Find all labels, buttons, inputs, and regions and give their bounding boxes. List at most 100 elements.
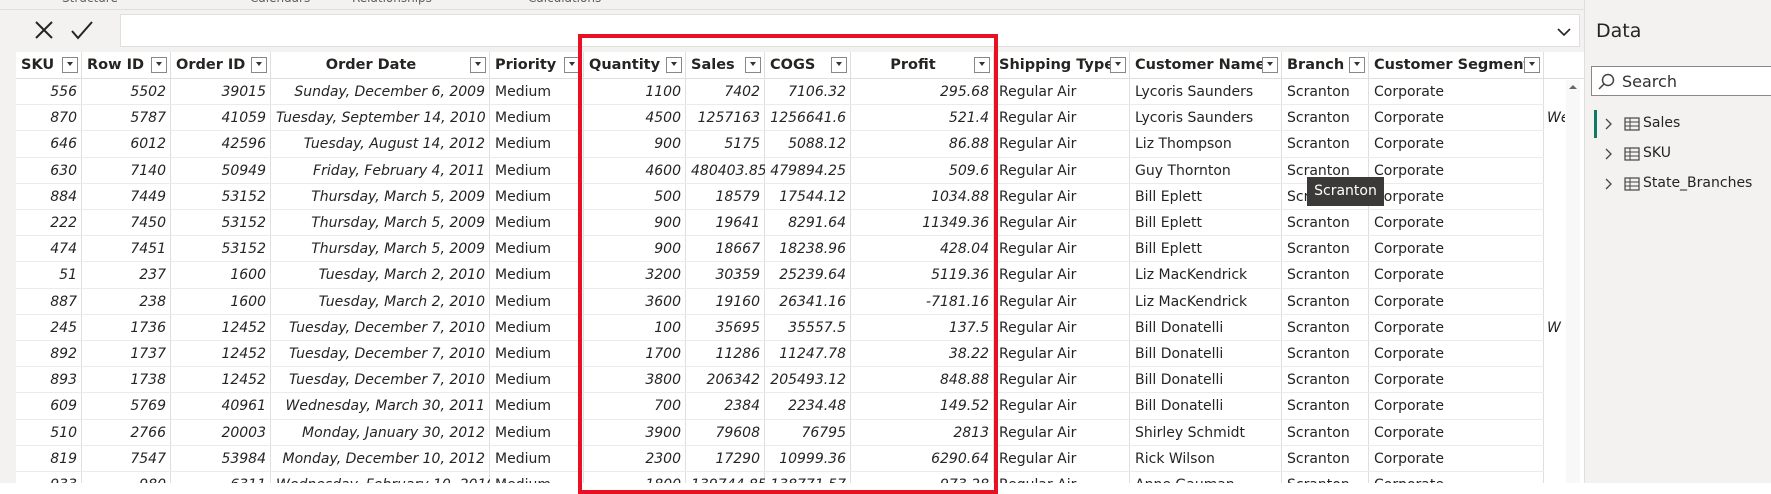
table-cell: Corporate [1374,188,1444,205]
filter-button[interactable] [666,57,682,73]
row-divider [0,366,1544,368]
table-cell: 11286 [715,346,760,362]
column-header[interactable]: Order ID [171,52,271,79]
expand-chevron[interactable] [1556,26,1572,38]
filter-button[interactable] [151,57,167,73]
table-cell: 35557.5 [788,319,846,336]
formula-buttons[interactable] [28,18,98,44]
table-cell: 6012 [130,136,166,153]
table-item[interactable]: SKU [1585,140,1771,168]
column-header[interactable]: Priority [490,52,584,79]
search-box[interactable]: Search [1591,66,1771,96]
column-header[interactable]: Row ID [82,52,171,79]
table-cell: 510 [50,424,77,441]
row-divider [0,235,1544,237]
table-cell: Corporate [1374,241,1444,258]
filter-button[interactable] [831,57,847,73]
table-cell: Wednesday, February 10, 2010 [271,472,490,483]
table-cell: 149.52 [940,398,989,415]
filter-button[interactable] [1110,57,1126,73]
table-cell: Medium [495,398,551,415]
ribbon-label: Structure [62,0,118,5]
table-item[interactable]: State_Branches [1585,170,1771,198]
table-cell: 4500 [645,110,681,127]
column-header[interactable]: Customer Segment [1369,52,1544,79]
table-cell: 7547 [130,450,166,467]
table-cell: 2300 [645,450,681,467]
table-cell: 12452 [221,346,266,362]
scroll-up[interactable] [1567,82,1579,92]
selected-indicator [1594,110,1597,138]
table-cell: Regular Air [999,450,1077,467]
table-cell: 25239.64 [779,267,846,284]
row-divider [0,313,1544,315]
pane-title: Data [1596,20,1642,42]
table-cell: Scranton [1287,241,1350,258]
table-cell: Lycoris Saunders [1135,110,1254,127]
filter-button[interactable] [470,57,486,73]
column-header[interactable]: Shipping Type [994,52,1130,79]
column-divider [489,52,490,483]
table-cell: Regular Air [999,398,1077,415]
table-cell: Corporate [1374,110,1444,127]
table-cell: 50949 [221,162,266,179]
scrollbar[interactable] [1566,80,1580,483]
table-cell: Friday, February 4, 2011 [313,162,485,179]
column-header[interactable]: Sales [686,52,765,79]
filter-button[interactable] [745,57,761,73]
column-header[interactable]: SKU [16,52,82,79]
table-cell: Medium [495,84,551,100]
column-header[interactable]: Profit [851,52,994,79]
table-cell: Regular Air [999,188,1077,205]
table-cell: 10999.36 [779,450,846,467]
table-cell: Tuesday, December 7, 2010 [289,346,485,362]
table-cell: 205493.12 [770,372,846,389]
column-header[interactable]: Customer Name [1130,52,1282,79]
table-cell: 42596 [221,136,266,153]
table-cell: Medium [495,110,551,127]
table-cell: 5502 [130,84,166,100]
table-cell: 480403.85 [691,162,765,179]
table-cell: 5119.36 [931,267,989,284]
tree-icons [1605,117,1640,131]
table-cell: 7450 [130,215,166,231]
table-cell: 237 [139,267,166,284]
table-cell: Corporate [1374,398,1444,415]
filter-button[interactable] [974,57,990,73]
table-cell: Tuesday, December 7, 2010 [289,319,485,336]
table-cell: 1738 [130,372,166,389]
table-cell: Scranton [1287,293,1350,310]
table-cell: 295.68 [940,84,989,100]
table-cell: 3800 [645,372,681,389]
table-cell: 18667 [715,241,760,258]
filter-button[interactable] [1349,57,1365,73]
column-header[interactable]: Order Date [271,52,490,79]
table-cell: 17290 [715,450,760,467]
formula-bar[interactable] [120,14,1580,47]
filter-button[interactable] [1524,57,1540,73]
row-divider [0,471,1544,472]
column-header[interactable]: Branch [1282,52,1369,79]
table-cell: 2766 [130,424,166,441]
filter-button[interactable] [62,57,78,73]
table-cell: 8291.64 [788,215,846,231]
table-cell: Tuesday, March 2, 2010 [318,267,485,284]
table-cell: -7181.16 [926,293,989,310]
table-name: Sales [1643,115,1681,131]
table-cell: Corporate [1374,215,1444,231]
tree-icons [1605,147,1640,161]
table-cell: 19160 [715,293,760,310]
table-cell: 4600 [645,162,681,179]
filter-button[interactable] [1262,57,1278,73]
table-cell: Tuesday, December 7, 2010 [289,372,485,389]
table-cell: 86.88 [948,136,989,153]
table-item[interactable]: Sales [1585,110,1771,138]
filter-button[interactable] [251,57,267,73]
table-cell: 53152 [221,241,266,258]
table-cell: Medium [495,241,551,258]
table-name: SKU [1643,145,1671,161]
table-cell: Regular Air [999,424,1077,441]
column-header[interactable]: COGS [765,52,851,79]
table-cell: 500 [654,188,681,205]
column-header[interactable]: Quantity [584,52,686,79]
